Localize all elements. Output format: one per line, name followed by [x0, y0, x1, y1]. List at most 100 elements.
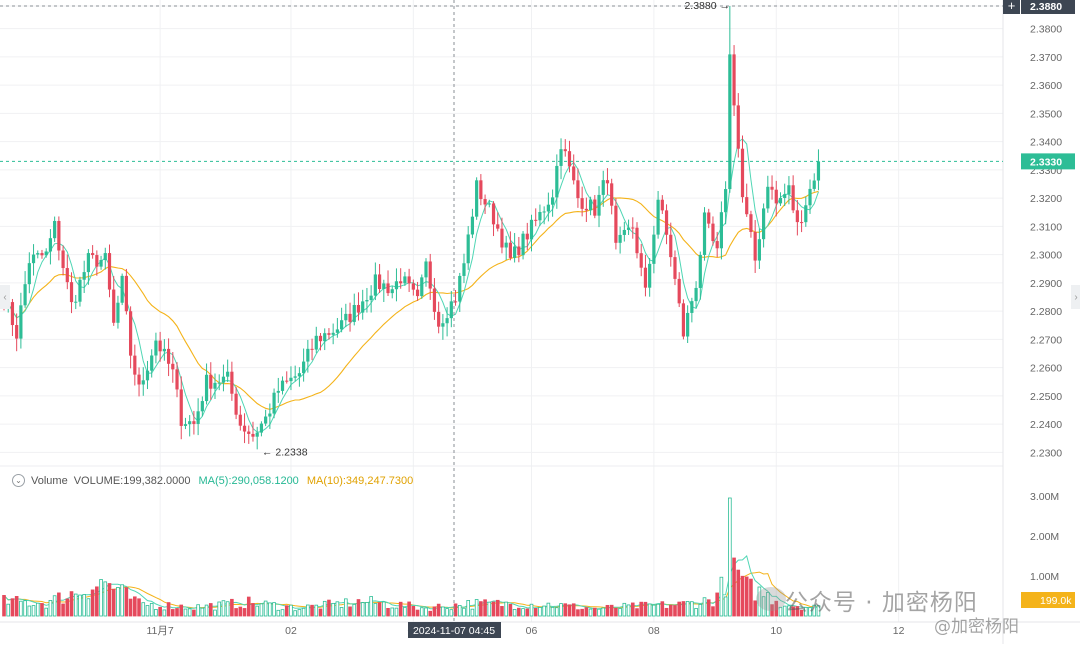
candle: [812, 173, 816, 192]
candle-body: [166, 348, 171, 364]
volume-bar: [559, 603, 563, 617]
candle-body: [504, 242, 508, 248]
volume-bar: [728, 497, 732, 617]
candle-body: [53, 220, 57, 239]
candle-body: [673, 257, 677, 279]
candle-body: [681, 303, 686, 337]
candle-body: [601, 180, 605, 195]
candle: [23, 271, 27, 308]
volume-bar: [263, 600, 268, 617]
volume-bar: [744, 576, 749, 617]
candle: [65, 254, 69, 290]
candle: [551, 189, 555, 217]
volume-bar: [230, 598, 234, 617]
candle: [403, 271, 407, 286]
candle-body: [226, 371, 230, 377]
candle-body: [664, 210, 669, 235]
candle: [238, 405, 242, 431]
candle-body: [605, 180, 610, 184]
chevron-down-icon[interactable]: ⌄: [12, 474, 25, 487]
ma-long-line: [3, 190, 819, 410]
candle: [437, 301, 441, 334]
volume-bar: [791, 606, 795, 617]
time-tick-label: 11月7: [147, 625, 174, 637]
volume-bar: [116, 587, 120, 617]
candle: [356, 292, 361, 321]
candle-body: [593, 199, 597, 216]
candle: [496, 212, 500, 232]
scroll-right-arrow-icon[interactable]: ›: [1071, 285, 1080, 309]
candle: [487, 199, 491, 208]
candle-body: [702, 212, 707, 255]
candle-body: [183, 424, 188, 426]
candle: [724, 181, 728, 225]
candle-body: [238, 414, 242, 426]
candle-body: [369, 295, 373, 301]
volume-bar: [141, 602, 146, 617]
volume-bar: [609, 604, 614, 617]
volume-bar: [35, 602, 40, 617]
volume-bar: [681, 601, 686, 617]
candle: [445, 307, 449, 337]
volume-bar: [740, 575, 745, 617]
candle-body: [352, 304, 356, 322]
candle: [652, 225, 656, 274]
candle: [576, 168, 580, 208]
candle: [757, 228, 761, 269]
volume-bar: [690, 601, 694, 617]
volume-bar: [268, 602, 272, 617]
candle-body: [99, 260, 103, 267]
candle-body: [449, 301, 453, 319]
candle: [69, 272, 74, 314]
candle-body: [82, 272, 86, 280]
candle-body: [386, 283, 390, 294]
candle: [483, 194, 487, 214]
candle-body: [133, 355, 137, 375]
watermark-signature: @加密杨阳: [934, 617, 1019, 637]
volume-bar: [736, 569, 741, 617]
candle-body: [348, 313, 352, 322]
candle-body: [529, 219, 534, 240]
volume-bar: [200, 607, 205, 617]
candle: [318, 333, 323, 351]
volume-bar: [373, 603, 378, 617]
volume-bar: [424, 607, 428, 617]
candle: [116, 295, 120, 329]
volume-bar: [133, 596, 137, 617]
volume-bar: [297, 609, 302, 617]
volume-bar: [251, 603, 255, 617]
candle-body: [732, 54, 736, 106]
volume-bar: [732, 557, 736, 617]
volume-bar: [711, 606, 715, 617]
candle: [415, 281, 420, 301]
candle-body: [783, 194, 787, 198]
candle-body: [192, 421, 196, 424]
candle-body: [65, 268, 69, 283]
volume-bar: [474, 599, 479, 617]
volume-bar: [377, 602, 382, 617]
candle: [542, 206, 546, 225]
candle-body: [546, 204, 550, 212]
volume-bar: [415, 609, 420, 617]
candle: [563, 139, 567, 157]
scroll-left-arrow-icon[interactable]: ‹: [0, 285, 10, 309]
candle: [377, 264, 382, 294]
candle: [310, 338, 314, 361]
candle: [78, 276, 82, 307]
candle: [268, 403, 272, 429]
candle: [285, 371, 289, 384]
volume-bar: [521, 608, 525, 617]
candle: [690, 297, 694, 323]
volume-bar: [702, 597, 707, 617]
crosshair-time-text: 2024-11-07 04:45: [413, 625, 495, 637]
candle-body: [432, 288, 437, 312]
volume-bar: [411, 605, 416, 617]
candle: [373, 262, 377, 301]
candle: [479, 174, 483, 206]
volume-bar: [86, 598, 91, 617]
candle: [36, 250, 40, 259]
volume-bar: [179, 604, 184, 617]
volume-bar: [529, 603, 534, 617]
volume-bar: [339, 607, 344, 617]
